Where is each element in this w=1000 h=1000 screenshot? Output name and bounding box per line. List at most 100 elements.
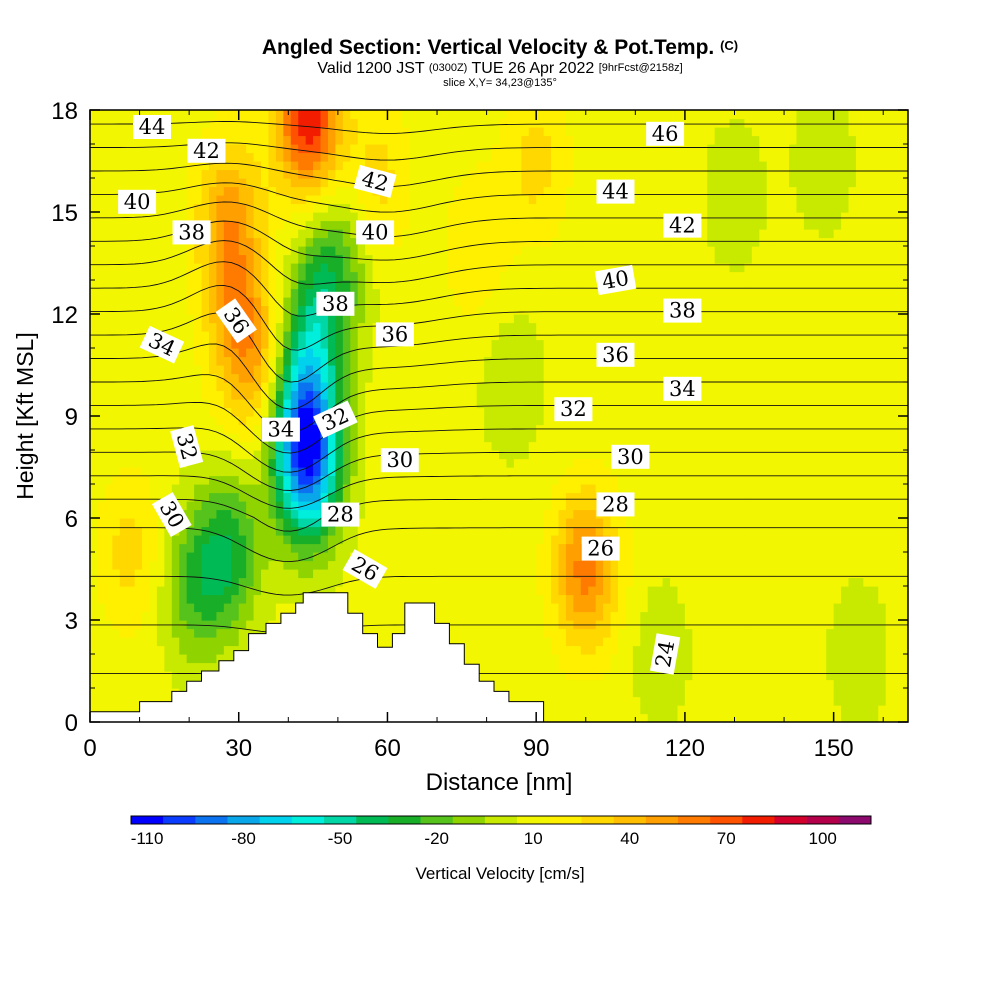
velocity-cell <box>491 348 500 358</box>
velocity-cell <box>342 135 351 145</box>
velocity-cell <box>394 594 403 604</box>
velocity-cell <box>335 186 344 196</box>
velocity-cell <box>142 501 151 511</box>
velocity-cell <box>104 501 113 511</box>
velocity-cell <box>565 280 574 290</box>
velocity-cell <box>439 212 448 222</box>
velocity-cell <box>409 110 418 120</box>
velocity-cell <box>275 399 284 409</box>
velocity-cell <box>208 365 218 375</box>
velocity-cell <box>551 509 560 519</box>
velocity-cell <box>327 356 336 366</box>
velocity-cell <box>476 220 485 230</box>
velocity-cell <box>90 492 99 502</box>
velocity-cell <box>194 178 203 188</box>
velocity-cell <box>268 212 277 222</box>
velocity-cell <box>573 594 582 604</box>
velocity-cell <box>476 535 485 545</box>
velocity-cell <box>149 297 158 307</box>
velocity-cell <box>439 254 448 264</box>
velocity-cell <box>380 271 389 281</box>
velocity-cell <box>528 348 537 358</box>
velocity-cell <box>268 220 277 230</box>
velocity-cell <box>461 186 470 196</box>
velocity-cell <box>179 492 188 502</box>
velocity-cell <box>223 501 232 511</box>
velocity-cell <box>298 246 307 256</box>
slice-info: slice X,Y= 34,23@135° <box>443 77 557 89</box>
velocity-cell <box>446 178 455 188</box>
velocity-cell <box>558 518 567 528</box>
velocity-cell <box>565 526 574 536</box>
velocity-cell <box>528 662 537 672</box>
velocity-cell <box>573 637 582 647</box>
velocity-cell <box>275 152 284 162</box>
velocity-cell <box>565 501 574 511</box>
velocity-cell <box>484 229 493 239</box>
velocity-cell <box>104 679 113 689</box>
velocity-cell <box>580 594 589 604</box>
velocity-cell <box>97 467 106 477</box>
velocity-cell <box>97 441 106 451</box>
velocity-cell <box>179 407 188 417</box>
velocity-cell <box>402 178 411 188</box>
velocity-cell <box>469 399 478 409</box>
velocity-cell <box>283 254 292 264</box>
velocity-cell <box>90 441 99 451</box>
velocity-cell <box>432 509 441 519</box>
velocity-cell <box>588 475 597 485</box>
velocity-cell <box>342 127 351 137</box>
velocity-cell <box>231 433 240 443</box>
velocity-cell <box>90 271 99 281</box>
velocity-cell <box>112 365 121 375</box>
velocity-cell <box>112 569 121 579</box>
velocity-cell <box>164 382 173 392</box>
velocity-cell <box>506 127 515 137</box>
velocity-cell <box>454 603 463 613</box>
velocity-cell <box>573 348 582 358</box>
velocity-cell <box>603 662 612 672</box>
velocity-cell <box>142 433 151 443</box>
velocity-cell <box>231 356 240 366</box>
velocity-cell <box>543 492 552 502</box>
velocity-cell <box>186 305 195 315</box>
velocity-cell <box>394 356 403 366</box>
velocity-cell <box>536 662 545 672</box>
velocity-cell <box>156 552 165 562</box>
velocity-cell <box>268 407 277 417</box>
velocity-cell <box>104 271 113 281</box>
velocity-cell <box>454 288 463 298</box>
velocity-cell <box>275 458 284 468</box>
velocity-cell <box>588 263 597 273</box>
velocity-cell <box>543 433 552 443</box>
velocity-cell <box>476 348 485 358</box>
velocity-cell <box>186 169 195 179</box>
velocity-cell <box>261 331 270 341</box>
velocity-cell <box>164 484 173 494</box>
velocity-cell <box>573 297 582 307</box>
velocity-cell <box>454 339 463 349</box>
velocity-cell <box>573 229 582 239</box>
velocity-cell <box>223 645 232 655</box>
velocity-cell <box>417 535 426 545</box>
velocity-cell <box>446 314 455 324</box>
velocity-cell <box>417 331 426 341</box>
velocity-cell <box>573 203 582 213</box>
velocity-cell <box>439 467 448 477</box>
velocity-cell <box>246 331 255 341</box>
velocity-cell <box>536 178 545 188</box>
velocity-cell <box>216 645 225 655</box>
velocity-cell <box>580 305 589 315</box>
velocity-cell <box>194 560 203 570</box>
velocity-cell <box>90 169 99 179</box>
velocity-cell <box>201 620 210 630</box>
velocity-cell <box>469 195 478 205</box>
velocity-cell <box>424 535 433 545</box>
velocity-cell <box>588 501 597 511</box>
velocity-cell <box>208 169 218 179</box>
velocity-cell <box>372 543 381 553</box>
velocity-cell <box>179 152 188 162</box>
velocity-cell <box>216 654 225 664</box>
velocity-cell <box>588 212 597 222</box>
velocity-cell <box>402 135 411 145</box>
